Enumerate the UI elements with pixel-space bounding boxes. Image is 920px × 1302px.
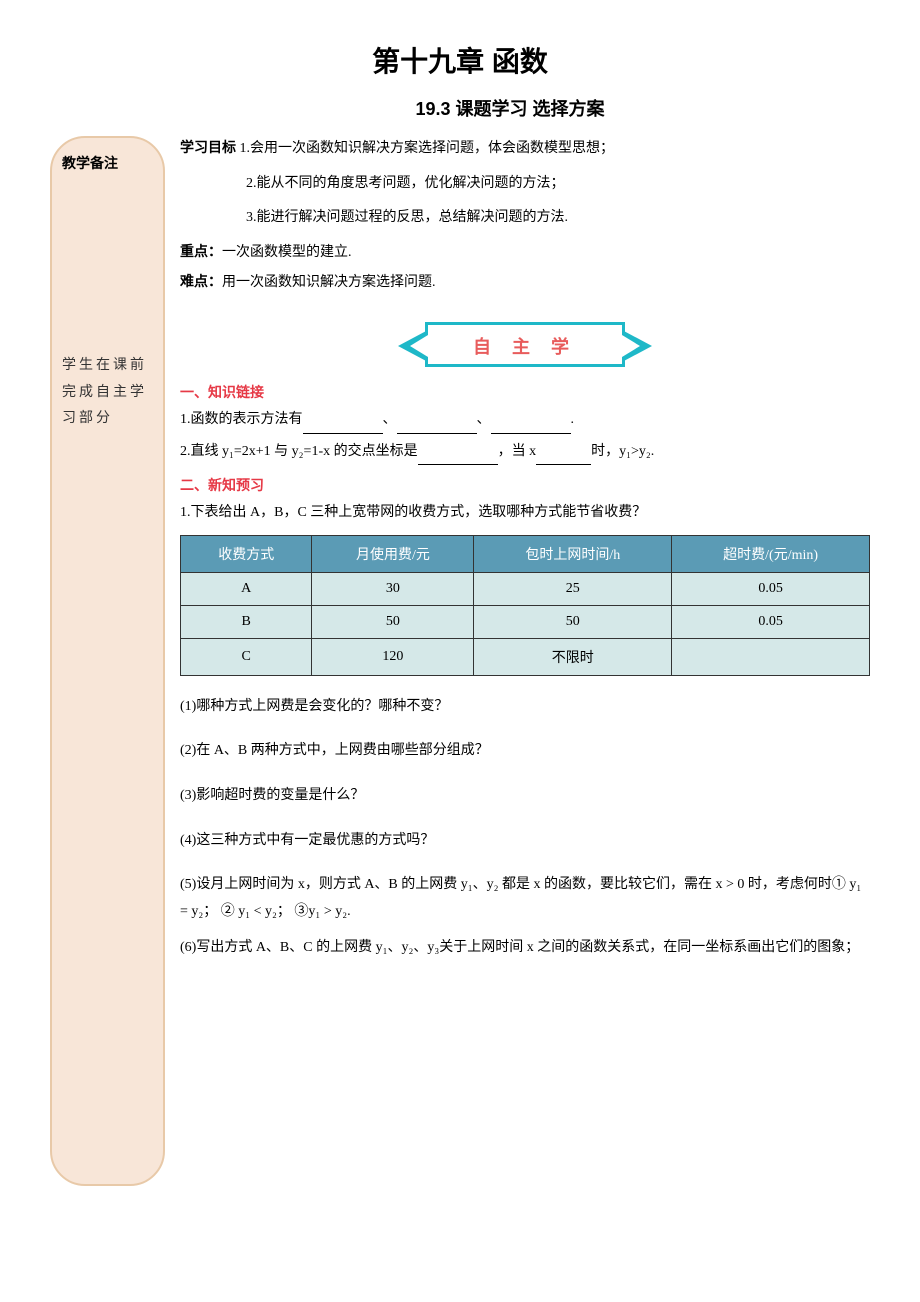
q2-text: 2.直线 y₁=2x+1 与 y₂=1-x 的交点坐标是 — [180, 444, 418, 459]
cell: 不限时 — [474, 638, 672, 675]
question-6: (6)写出方式 A、B、C 的上网费 y₁、y₂、y₃关于上网时间 x 之间的函… — [180, 935, 870, 962]
q1-suffix: . — [571, 412, 575, 427]
subsection-1-title: 一、知识链接 — [180, 382, 870, 402]
q1-line: 1.函数的表示方法有、、. — [180, 407, 870, 434]
table-row: A 30 25 0.05 — [181, 572, 870, 605]
objective-item-3: 3.能进行解决问题过程的反思，总结解决问题的方法. — [246, 205, 870, 232]
cell: 0.05 — [672, 572, 870, 605]
th-monthly: 月使用费/元 — [312, 535, 474, 572]
blank-fill — [536, 449, 591, 465]
page-container: 第十九章 函数 19.3 课题学习 选择方案 教学备注 学生在课前完成自主学习部… — [0, 0, 920, 1226]
ribbon-notch-right — [622, 335, 640, 357]
cell: 0.05 — [672, 605, 870, 638]
content-area: 学习目标 1.会用一次函数知识解决方案选择问题，体会函数模型思想； 2.能从不同… — [175, 136, 870, 1186]
question-4: (4)这三种方式中有一定最优惠的方式吗？ — [180, 828, 870, 855]
q1-prefix: 1.函数的表示方法有 — [180, 412, 303, 427]
difficulty-label: 难点： — [180, 275, 222, 290]
ribbon-notch-left — [410, 335, 428, 357]
key-point-label: 重点： — [180, 245, 222, 260]
banner-ribbon: 自 主 学 — [425, 322, 625, 367]
question-1: (1)哪种方式上网费是会变化的？哪种不变？ — [180, 694, 870, 721]
objective-item-1: 1.会用一次函数知识解决方案选择问题，体会函数模型思想； — [240, 141, 615, 156]
cell: 50 — [312, 605, 474, 638]
q2-end: 时，y₁>y₂. — [591, 444, 654, 459]
q2-mid: ，当 x — [498, 444, 537, 459]
cell: 25 — [474, 572, 672, 605]
banner-text: 自 主 学 — [428, 333, 622, 359]
section-title: 19.3 课题学习 选择方案 — [150, 95, 870, 121]
objective-label: 学习目标 — [180, 141, 236, 156]
key-point: 重点：一次函数模型的建立. — [180, 240, 870, 267]
difficulty-text: 用一次函数知识解决方案选择问题. — [222, 275, 436, 290]
table-body: A 30 25 0.05 B 50 50 0.05 C 120 不限时 — [181, 572, 870, 675]
th-overtime: 超时费/(元/min) — [672, 535, 870, 572]
question-3: (3)影响超时费的变量是什么？ — [180, 783, 870, 810]
key-point-text: 一次函数模型的建立. — [222, 245, 352, 260]
cell: 30 — [312, 572, 474, 605]
main-layout: 教学备注 学生在课前完成自主学习部分 学习目标 1.会用一次函数知识解决方案选择… — [50, 136, 870, 1186]
cell: A — [181, 572, 312, 605]
table-row: C 120 不限时 — [181, 638, 870, 675]
blank-fill — [303, 418, 383, 434]
cell: C — [181, 638, 312, 675]
th-included: 包时上网时间/h — [474, 535, 672, 572]
subsection-2-title: 二、新知预习 — [180, 475, 870, 495]
learning-objectives: 学习目标 1.会用一次函数知识解决方案选择问题，体会函数模型思想； — [180, 136, 870, 163]
table-row: B 50 50 0.05 — [181, 605, 870, 638]
sidebar-notes: 教学备注 学生在课前完成自主学习部分 — [50, 136, 165, 1186]
q2-line: 2.直线 y₁=2x+1 与 y₂=1-x 的交点坐标是 ，当 x 时，y₁>y₂. — [180, 439, 870, 466]
section2-intro: 1.下表给出 A，B，C 三种上宽带网的收费方式，选取哪种方式能节省收费？ — [180, 500, 870, 527]
table-header-row: 收费方式 月使用费/元 包时上网时间/h 超时费/(元/min) — [181, 535, 870, 572]
chapter-title: 第十九章 函数 — [50, 40, 870, 80]
fee-table: 收费方式 月使用费/元 包时上网时间/h 超时费/(元/min) A 30 25… — [180, 535, 870, 676]
blank-fill — [397, 418, 477, 434]
cell — [672, 638, 870, 675]
question-5: (5)设月上网时间为 x，则方式 A、B 的上网费 y₁、y₂ 都是 x 的函数… — [180, 872, 870, 925]
difficulty: 难点：用一次函数知识解决方案选择问题. — [180, 270, 870, 297]
cell: 120 — [312, 638, 474, 675]
th-method: 收费方式 — [181, 535, 312, 572]
blank-fill — [491, 418, 571, 434]
sidebar-title: 教学备注 — [62, 153, 153, 173]
cell: B — [181, 605, 312, 638]
question-2: (2)在 A、B 两种方式中，上网费由哪些部分组成？ — [180, 738, 870, 765]
objective-item-2: 2.能从不同的角度思考问题，优化解决问题的方法； — [246, 171, 870, 198]
blank-fill — [418, 449, 498, 465]
sidebar-note: 学生在课前完成自主学习部分 — [62, 353, 153, 433]
banner-container: 自 主 学 — [180, 322, 870, 367]
cell: 50 — [474, 605, 672, 638]
